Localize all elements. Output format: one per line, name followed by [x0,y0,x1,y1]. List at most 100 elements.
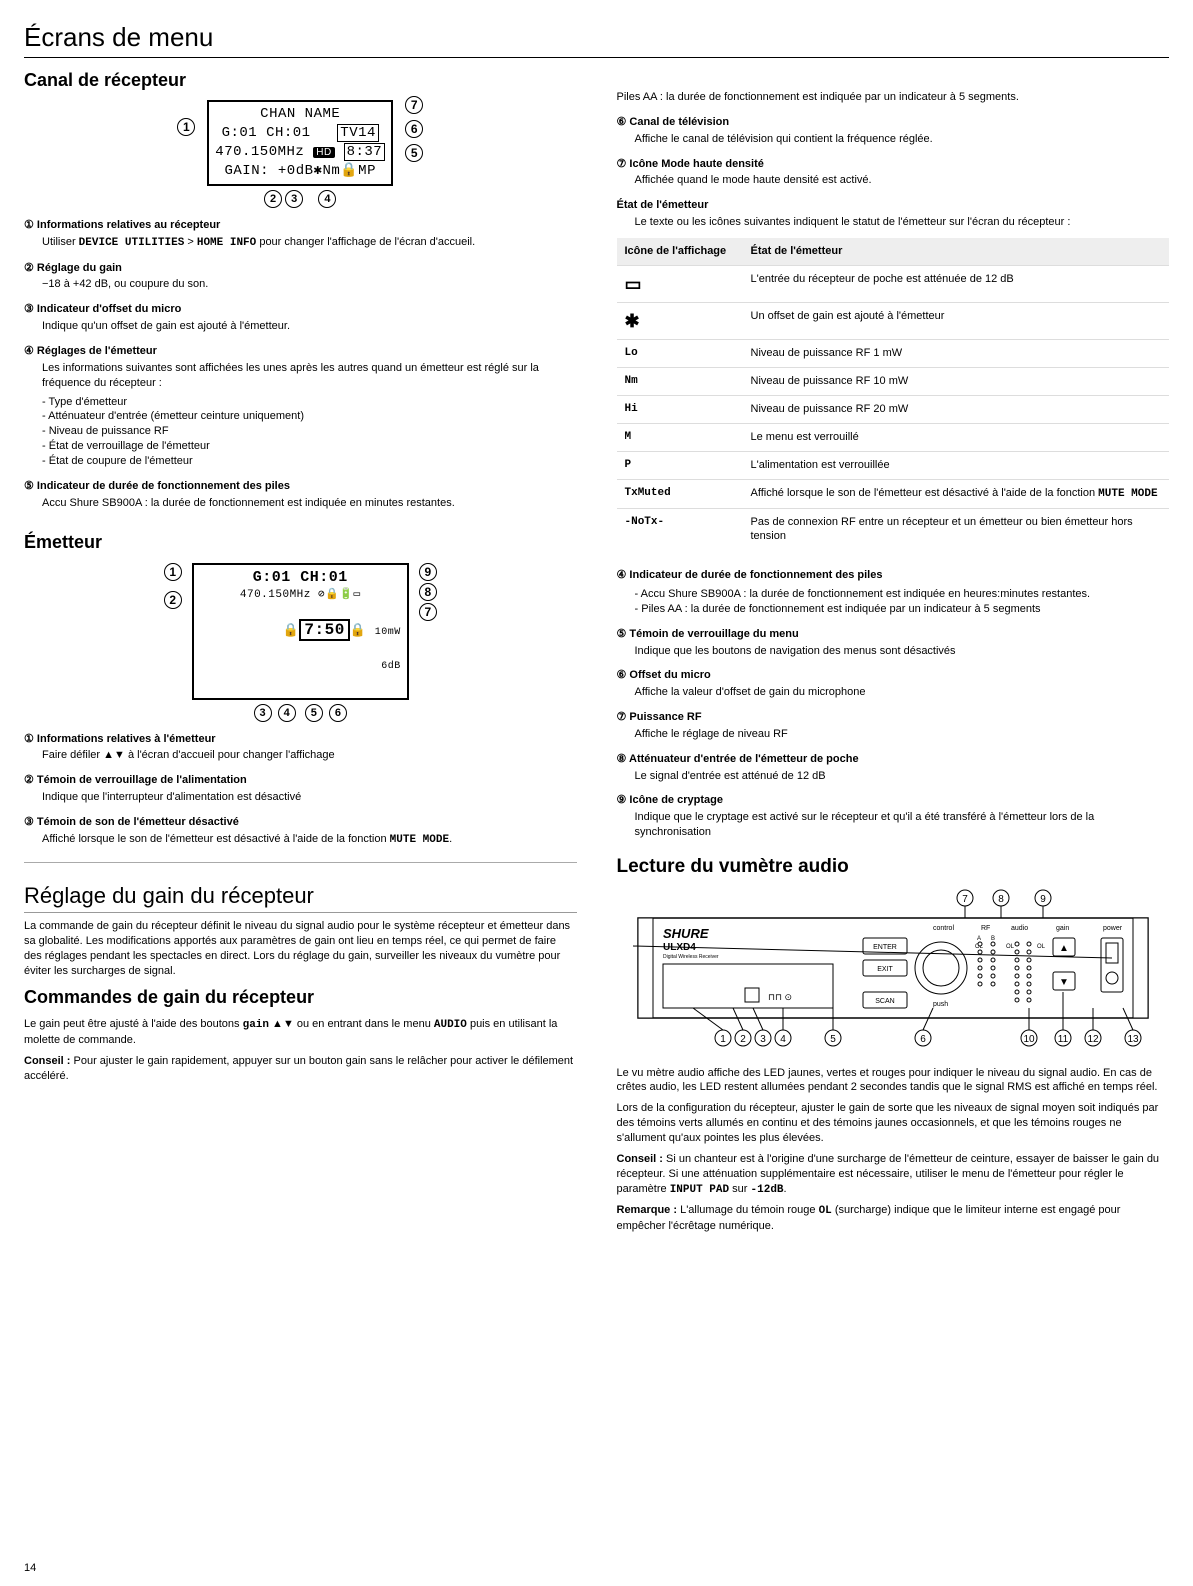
svg-text:Digital Wireless Receiver: Digital Wireless Receiver [663,954,719,960]
vu-paragraph-4: Remarque : L'allumage du témoin rouge OL… [617,1203,1170,1234]
item-body: Affiche le réglage de niveau RF [635,727,1170,742]
item-body: Indique que l'interrupteur d'alimentatio… [42,790,577,805]
item-body: Accu Shure SB900A : la durée de fonction… [42,496,577,511]
tx-callout-9: 9 [419,563,437,581]
status-icon-cell: P [617,451,743,479]
status-desc-cell: Affiché lorsque le son de l'émetteur est… [743,479,1170,508]
svg-text:OL: OL [1037,944,1046,950]
item-title: ⑤ Témoin de verrouillage du menu [617,627,1170,642]
svg-text:6: 6 [920,1034,926,1045]
status-icon-cell: TxMuted [617,479,743,508]
status-desc-cell: L'entrée du récepteur de poche est attén… [743,265,1170,302]
status-icon-cell: ✱ [617,303,743,340]
svg-text:9: 9 [1040,894,1046,905]
item-title: ⑥ Canal de télévision [617,115,1170,130]
svg-text:SCAN: SCAN [875,998,894,1005]
svg-text:10: 10 [1023,1034,1035,1045]
tx-callout-2: 2 [164,591,182,609]
svg-text:⊓⊓ ⊙: ⊓⊓ ⊙ [768,992,792,1002]
lcd2-gch: G:01 CH:01 [200,568,401,588]
lcd1-freq: 470.150MHz [215,144,304,160]
item-body: Utiliser DEVICE UTILITIES > HOME INFO po… [42,235,577,251]
item-title: ⑤ Indicateur de durée de fonctionnement … [24,479,577,494]
table-row: TxMutedAffiché lorsque le son de l'émett… [617,479,1170,508]
right-column: Piles AA : la durée de fonctionnement es… [617,62,1170,1240]
status-desc-cell: Niveau de puissance RF 10 mW [743,368,1170,396]
svg-text:audio: audio [1011,925,1028,932]
list-item: Niveau de puissance RF [42,424,577,439]
svg-text:OL: OL [1006,944,1015,950]
lcd1-hd: HD [313,147,334,158]
list-item: État de coupure de l'émetteur [42,454,577,469]
list-item: Piles AA : la durée de fonctionnement es… [635,602,1170,617]
lcd1-tv: TV14 [337,124,379,142]
callout-4: 4 [318,190,336,208]
callout-3: 3 [285,190,303,208]
list-item: État de verrouillage de l'émetteur [42,439,577,454]
table-row: NmNiveau de puissance RF 10 mW [617,368,1170,396]
gain-paragraph-1: La commande de gain du récepteur définit… [24,919,577,978]
tx-state-body: Le texte ou les icônes suivantes indique… [635,215,1170,230]
lcd2-power: 10mW [375,627,401,638]
item-body: Affichée quand le mode haute densité est… [635,173,1170,188]
item-title: ⑦ Puissance RF [617,710,1170,725]
svg-text:RF: RF [981,925,990,932]
tx-callout-1: 1 [164,563,182,581]
lcd1-time: 8:37 [344,143,386,161]
item-body: −18 à +42 dB, ou coupure du son. [42,277,577,292]
svg-text:push: push [933,1001,948,1008]
status-desc-cell: Un offset de gain est ajouté à l'émetteu… [743,303,1170,340]
item-list: Accu Shure SB900A : la durée de fonction… [617,587,1170,617]
tx-callout-6: 6 [329,704,347,722]
status-icon-cell: Lo [617,340,743,368]
callout-1: 1 [177,118,195,136]
lcd2-db: 6dB [381,660,401,674]
item-title: ① Informations relatives à l'émetteur [24,732,577,747]
aa-battery-note: Piles AA : la durée de fonctionnement es… [617,90,1170,105]
item-title: ④ Indicateur de durée de fonctionnement … [617,568,1170,583]
svg-text:7: 7 [962,894,968,905]
lcd2-freq: 470.150MHz ⊘🔒🔋▭ [200,588,401,603]
item-body: Affiche le canal de télévision qui conti… [635,132,1170,147]
heading-gain-adjust: Réglage du gain du récepteur [24,881,577,914]
svg-text:SHURE: SHURE [663,926,709,941]
item-body: Faire défiler ▲▼ à l'écran d'accueil pou… [42,748,577,763]
svg-text:control: control [933,925,954,932]
svg-text:13: 13 [1127,1034,1139,1045]
list-item: Accu Shure SB900A : la durée de fonction… [635,587,1170,602]
lcd1-gain: GAIN: +0dB✱Nm🔒MP [215,162,385,181]
svg-text:B: B [991,936,995,942]
status-icon-cell: Hi [617,396,743,424]
table-row: PL'alimentation est verrouillée [617,451,1170,479]
svg-text:3: 3 [760,1034,766,1045]
tx-callout-3: 3 [254,704,272,722]
svg-text:EXIT: EXIT [877,966,893,973]
status-icon-cell: Nm [617,368,743,396]
status-icon-cell: ▭ [617,265,743,302]
svg-text:ENTER: ENTER [873,944,897,951]
callout-6: 6 [405,120,423,138]
page-number: 14 [24,1561,36,1576]
heading-vu-meter: Lecture du vumètre audio [617,854,1170,880]
status-th-icon: Icône de l'affichage [617,238,743,265]
status-table: Icône de l'affichage État de l'émetteur … [617,238,1170,550]
heading-receiver-channel: Canal de récepteur [24,68,577,92]
lcd1-gch: G:01 CH:01 [222,125,311,141]
item-body: Affiche la valeur d'offset de gain du mi… [635,685,1170,700]
lcd2-lock: 🔒 [283,623,300,638]
status-th-state: État de l'émetteur [743,238,1170,265]
status-icon-cell: -NoTx- [617,508,743,550]
svg-text:11: 11 [1058,1034,1069,1045]
item-body: Indique que les boutons de navigation de… [635,644,1170,659]
gain-paragraph-2: Le gain peut être ajusté à l'aide des bo… [24,1017,577,1048]
table-row: HiNiveau de puissance RF 20 mW [617,396,1170,424]
table-row: ▭L'entrée du récepteur de poche est atté… [617,265,1170,302]
svg-text:power: power [1103,925,1123,932]
gain-paragraph-3: Conseil : Pour ajuster le gain rapidemen… [24,1054,577,1084]
item-title: ⑦ Icône Mode haute densité [617,157,1170,172]
svg-text:▲: ▲ [1059,943,1069,954]
table-row: LoNiveau de puissance RF 1 mW [617,340,1170,368]
status-desc-cell: Niveau de puissance RF 20 mW [743,396,1170,424]
item-body: Indique que le cryptage est activé sur l… [635,810,1170,840]
svg-text:1: 1 [720,1034,726,1045]
